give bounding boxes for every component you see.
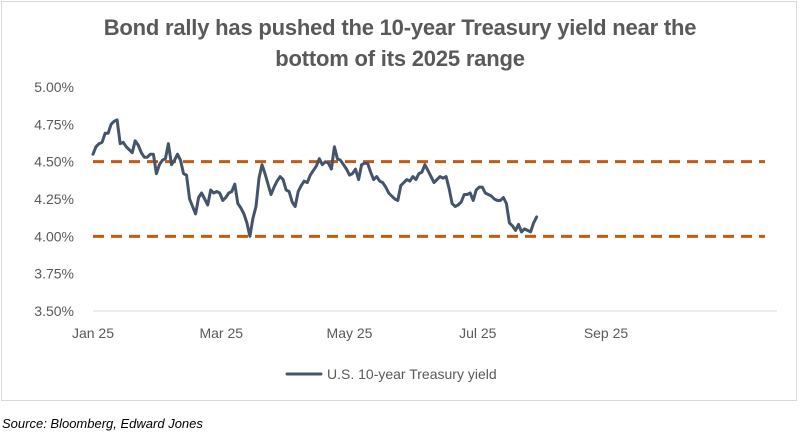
y-tick-label: 4.75% bbox=[34, 116, 74, 132]
y-tick-label: 3.50% bbox=[34, 303, 74, 319]
x-tick-label: Mar 25 bbox=[199, 325, 243, 341]
y-axis-tick-labels: 5.00% 4.75% 4.50% 4.25% 4.00% 3.75% 3.50% bbox=[34, 79, 74, 319]
chart-title-line-1: Bond rally has pushed the 10-year Treasu… bbox=[103, 15, 697, 40]
y-tick-label: 5.00% bbox=[34, 79, 74, 95]
chart-title-line-2: bottom of its 2025 range bbox=[275, 46, 525, 71]
x-tick-label: Jul 25 bbox=[459, 325, 497, 341]
x-axis-tick-labels: Jan 25 Mar 25 May 25 Jul 25 Sep 25 bbox=[72, 325, 628, 341]
range-lines bbox=[93, 160, 765, 238]
x-tick-label: Jan 25 bbox=[72, 325, 114, 341]
y-tick-label: 4.50% bbox=[34, 154, 74, 170]
y-tick-label: 4.25% bbox=[34, 191, 74, 207]
x-tick-label: May 25 bbox=[327, 325, 373, 341]
y-tick-label: 4.00% bbox=[34, 228, 74, 244]
legend: U.S. 10-year Treasury yield bbox=[285, 366, 497, 382]
y-tick-label: 3.75% bbox=[34, 266, 74, 282]
chart-title: Bond rally has pushed the 10-year Treasu… bbox=[0, 12, 800, 74]
source-note: Source: Bloomberg, Edward Jones bbox=[2, 416, 203, 431]
legend-label: U.S. 10-year Treasury yield bbox=[327, 366, 497, 382]
series-line-us-10-year-treasury-yield bbox=[91, 118, 539, 238]
x-tick-label: Sep 25 bbox=[584, 325, 629, 341]
